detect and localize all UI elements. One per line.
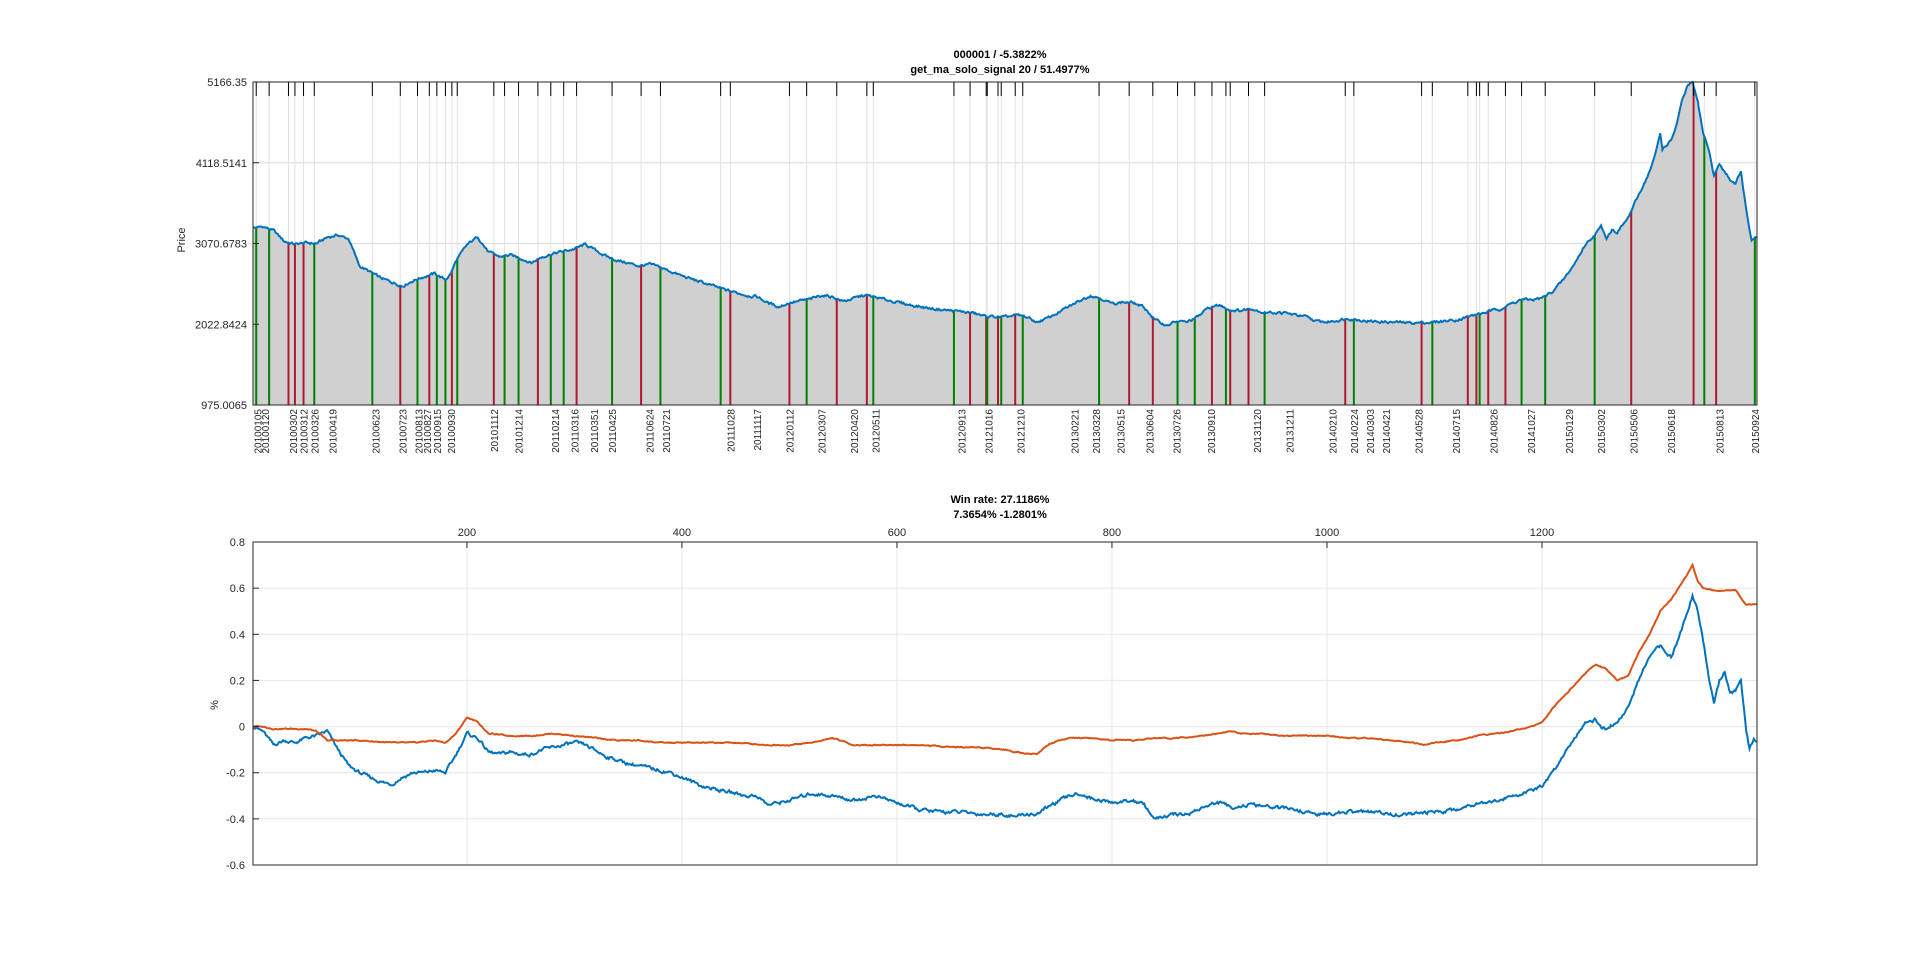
date-tick-label: 20120913: [957, 409, 968, 454]
return-axes: Win rate: 27.1186% 7.3654% -1.2801% % -0…: [209, 494, 1758, 872]
date-tick-label: 20111117: [753, 409, 764, 451]
return-y-ticks: -0.6 -0.4 -0.2 0 0.2 0.4 0.6 0.8: [226, 537, 259, 872]
date-tick-label: 20120511: [871, 409, 882, 453]
signal-lines: [255, 86, 1756, 405]
price-y-tick-label: 975.0065: [201, 400, 247, 412]
return-chart-subtitle: 7.3654% -1.2801%: [953, 509, 1047, 521]
date-tick-label: 20100723: [398, 409, 409, 454]
price-y-ticks: 975.0065 2022.8424 3070.6783 4118.5141 5166.…: [195, 77, 259, 412]
date-tick-label: 20101112: [490, 409, 501, 452]
date-tick-label: 20150924: [1751, 409, 1762, 454]
price-chart-title: 000001 / -5.3822%: [954, 49, 1047, 61]
return-x-tick-label: 1000: [1315, 527, 1339, 539]
price-y-tick-label: 3070.6783: [195, 239, 247, 251]
date-tick-label: 20110425: [608, 409, 619, 453]
price-y-axis-label: Price: [176, 227, 188, 252]
date-tick-label: 20150302: [1597, 409, 1608, 454]
date-tick-label: 20110316: [570, 409, 581, 453]
return-y-tick-label: 0: [239, 722, 245, 734]
date-tick-label: 20100120: [261, 409, 272, 454]
date-tick-label: 20130726: [1172, 409, 1183, 454]
price-y-tick-label: 2022.8424: [195, 319, 247, 331]
date-tick-label: 20150813: [1715, 409, 1726, 454]
date-tick-label: 20140421: [1382, 409, 1393, 454]
date-tick-label: 20130221: [1070, 409, 1081, 454]
date-tick-label: 20140224: [1350, 409, 1361, 454]
return-x-ticks: 200 400 600 800 1000 1200: [458, 527, 1554, 548]
strategy-return-line: [252, 591, 1758, 820]
date-tick-label: 20130604: [1146, 409, 1157, 454]
date-tick-label: 20130910: [1207, 409, 1218, 454]
date-tick-label: 20141027: [1527, 409, 1538, 454]
return-chart-title: Win rate: 27.1186%: [951, 494, 1050, 506]
date-tick-label: 20140210: [1328, 409, 1339, 454]
date-tick-label: 20140303: [1366, 409, 1377, 454]
date-tick-label: 20110351: [590, 409, 601, 453]
date-tick-label: 20110214: [551, 409, 562, 453]
date-tick-label: 20110721: [662, 409, 673, 453]
date-tick-label: 20101214: [515, 409, 526, 454]
date-tick-label: 20150618: [1667, 409, 1678, 454]
date-tick-label: 20140826: [1490, 409, 1501, 454]
date-tick-label: 20121210: [1017, 409, 1028, 454]
date-tick-label: 20131120: [1253, 409, 1264, 453]
return-y-tick-label: 0.8: [230, 537, 245, 549]
date-tick-label: 20100623: [372, 409, 383, 454]
return-y-tick-label: 0.2: [230, 675, 245, 687]
date-tick-label: 20100302: [289, 409, 300, 454]
return-y-tick-label: 0.4: [230, 629, 245, 641]
date-tick-label: 20100915: [433, 409, 444, 454]
return-x-tick-label: 400: [673, 527, 691, 539]
date-tick-label: 20120307: [818, 409, 829, 454]
return-x-tick-label: 800: [1103, 527, 1121, 539]
date-tick-label: 20150129: [1565, 409, 1576, 454]
price-y-tick-label: 4118.5141: [196, 158, 247, 170]
date-tick-label: 20140528: [1414, 409, 1425, 454]
return-y-axis-label: %: [209, 700, 221, 710]
date-tick-label: 20121016: [984, 409, 995, 454]
date-tick-label: 20100813: [415, 409, 426, 454]
date-tick-label: 20110624: [646, 409, 657, 453]
date-tick-label: 20100312: [300, 409, 311, 454]
return-axes-box: [252, 541, 1758, 866]
date-tick-label: 20111028: [726, 409, 737, 452]
signal-top-ticks: [255, 82, 1756, 96]
return-y-tick-label: -0.4: [226, 814, 245, 826]
return-y-tick-label: -0.6: [226, 860, 245, 872]
return-x-tick-label: 1200: [1530, 527, 1554, 539]
date-tick-label: 20100105: [253, 409, 264, 454]
date-tick-label: 20100326: [310, 409, 321, 454]
date-tick-label: 20140715: [1452, 409, 1463, 454]
return-y-tick-label: 0.6: [230, 583, 245, 595]
date-tick-label: 20120112: [785, 409, 796, 453]
price-axes: 000001 / -5.3822% get_ma_solo_signal 20 …: [176, 49, 1762, 454]
price-y-tick-label: 5166.35: [207, 77, 247, 89]
date-tick-label: 20131211: [1285, 409, 1296, 453]
return-y-tick-label: -0.2: [226, 768, 245, 780]
date-tick-label: 20100930: [447, 409, 458, 454]
date-tick-label: 20130328: [1092, 409, 1103, 454]
benchmark-return-line: [252, 562, 1758, 756]
date-tick-label: 20100419: [329, 409, 340, 454]
price-area-fill: [253, 82, 1757, 405]
date-tick-label: 20100827: [423, 409, 434, 454]
date-tick-label: 20120420: [850, 409, 861, 454]
price-line: [252, 80, 1757, 327]
return-x-tick-label: 200: [458, 527, 476, 539]
return-x-tick-label: 600: [888, 527, 906, 539]
date-tick-label: 20130515: [1117, 409, 1128, 454]
price-chart-subtitle: get_ma_solo_signal 20 / 51.4977%: [910, 64, 1089, 76]
date-tick-label: 20150506: [1629, 409, 1640, 454]
